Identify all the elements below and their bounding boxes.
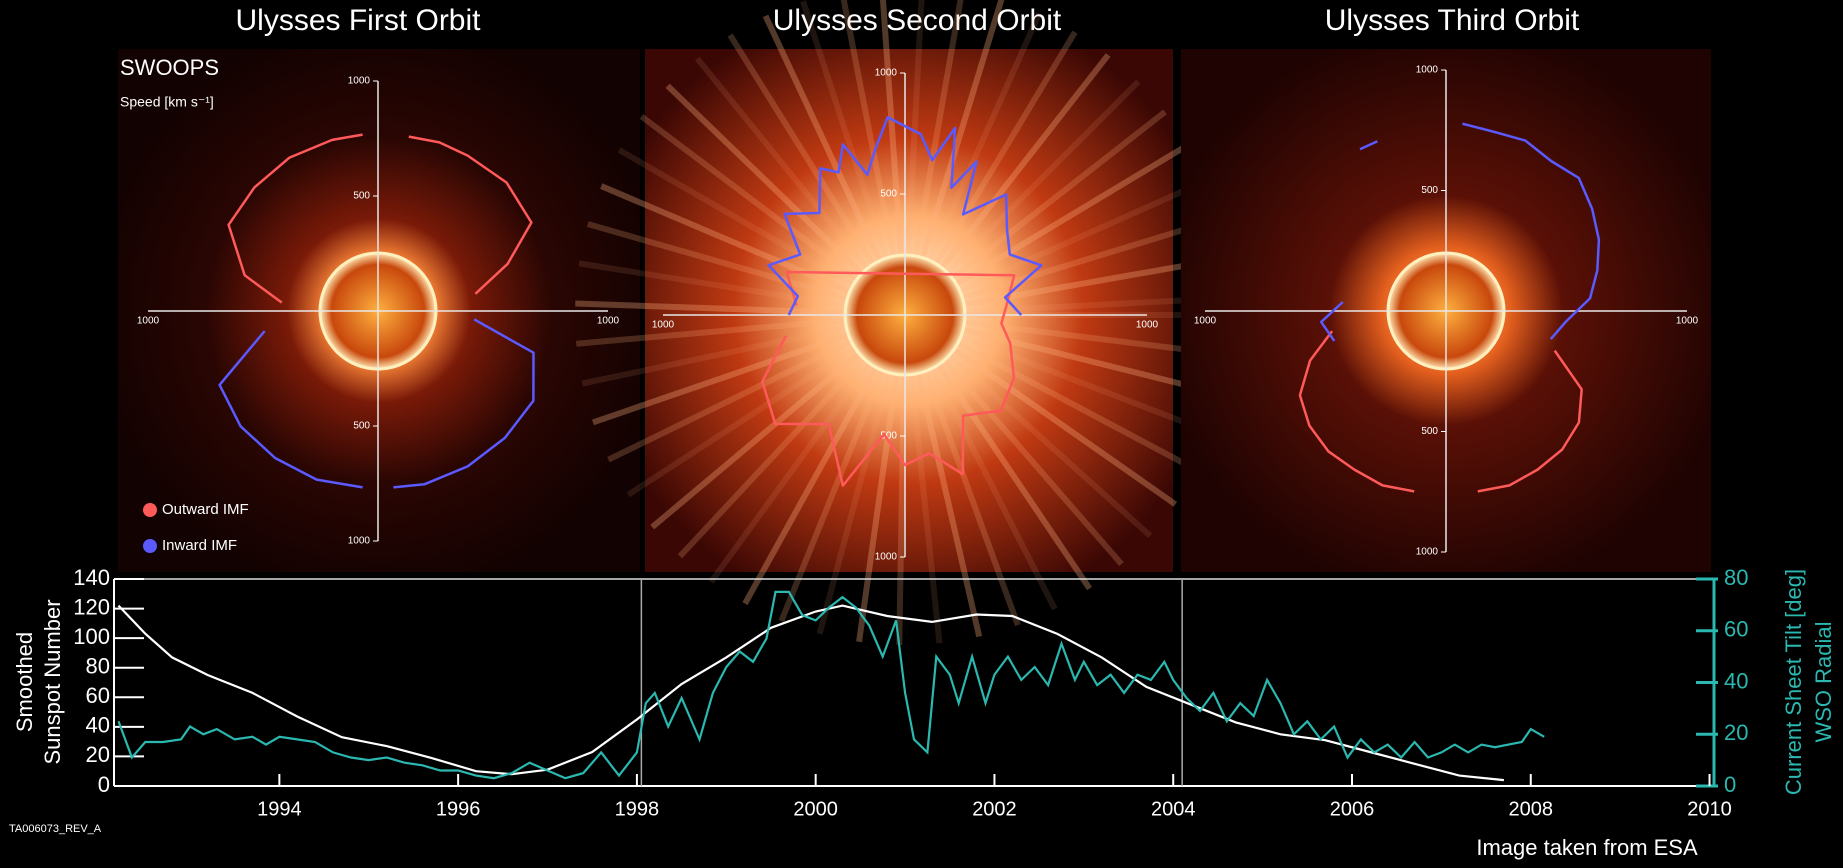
x-tick-label: 2000 xyxy=(793,798,838,820)
legend-marker xyxy=(143,503,157,517)
y2-axis-label: WSO Radial xyxy=(1811,621,1836,742)
r-tick-label: 1000 xyxy=(348,536,371,547)
r-tick-label: 1000 xyxy=(1676,316,1699,327)
page: {"chart_data":[ {"type":"polar","rlim":[… xyxy=(0,0,1843,863)
legend-label: Outward IMF xyxy=(162,501,249,518)
x-tick-label: 1994 xyxy=(257,798,302,820)
r-tick-label: 1000 xyxy=(348,76,371,87)
figure-id: TA006073_REV_A xyxy=(9,823,102,835)
r-tick-label: 500 xyxy=(1421,185,1438,196)
tilt-line xyxy=(119,592,1545,778)
panel-title: Ulysses First Orbit xyxy=(235,4,481,37)
r-tick-label: 500 xyxy=(353,421,370,432)
y-tick-label: 0 xyxy=(98,772,110,797)
x-tick-label: 2008 xyxy=(1509,798,1554,820)
y-axis-label: Sunspot Number xyxy=(40,599,65,764)
y-tick-label: 20 xyxy=(86,742,110,767)
orbit-panels: Ulysses First Orbit 500 500 1000 1000 1000 100… xyxy=(118,0,1711,645)
figure: Ulysses First Orbit500500100010001000100… xyxy=(0,0,1843,863)
y-axis-label: Smoothed xyxy=(12,632,37,732)
y2-tick-label: 60 xyxy=(1724,617,1748,642)
r-tick-label: 1000 xyxy=(597,316,620,327)
sunspot-line xyxy=(119,606,1504,781)
x-tick-label: 2010 xyxy=(1687,798,1732,820)
legend-marker xyxy=(143,539,157,553)
y-tick-label: 100 xyxy=(73,624,110,649)
r-tick-label: 1000 xyxy=(652,320,675,331)
time-series-chart: 0 20 40 60 80 100 120 140 0 20 40 60 80 1994 1996 1998 2… xyxy=(12,565,1836,820)
legend-label: Inward IMF xyxy=(162,537,237,554)
r-tick-label: 1000 xyxy=(875,552,898,563)
y2-axis-label: Current Sheet Tilt [deg] xyxy=(1781,569,1806,795)
y-tick-label: 120 xyxy=(73,594,110,619)
instrument-label: SWOOPS xyxy=(120,55,219,80)
y-tick-label: 40 xyxy=(86,713,110,738)
y2-tick-label: 40 xyxy=(1724,668,1748,693)
x-tick-label: 2004 xyxy=(1151,798,1196,820)
x-tick-label: 2006 xyxy=(1330,798,1375,820)
y2-tick-label: 0 xyxy=(1724,772,1736,797)
r-tick-label: 1000 xyxy=(875,68,898,79)
r-tick-label: 500 xyxy=(353,191,370,202)
x-tick-label: 1998 xyxy=(615,798,660,820)
credit: Image taken from ESA xyxy=(1476,835,1698,860)
y-tick-label: 140 xyxy=(73,565,110,590)
r-tick-label: 500 xyxy=(880,189,897,200)
y-tick-label: 80 xyxy=(86,654,110,679)
y2-tick-label: 80 xyxy=(1724,565,1748,590)
r-tick-label: 500 xyxy=(1421,426,1438,437)
y2-tick-label: 20 xyxy=(1724,720,1748,745)
r-tick-label: 1000 xyxy=(1136,320,1159,331)
r-tick-label: 1000 xyxy=(137,316,160,327)
x-tick-label: 2002 xyxy=(972,798,1017,820)
y-tick-label: 60 xyxy=(86,683,110,708)
panel-title: Ulysses Third Orbit xyxy=(1325,4,1580,37)
r-tick-label: 1000 xyxy=(1194,316,1217,327)
x-tick-label: 1996 xyxy=(436,798,481,820)
r-tick-label: 1000 xyxy=(1416,547,1439,558)
r-axis-label: Speed [km s⁻¹] xyxy=(120,94,214,110)
r-tick-label: 1000 xyxy=(1416,65,1439,76)
